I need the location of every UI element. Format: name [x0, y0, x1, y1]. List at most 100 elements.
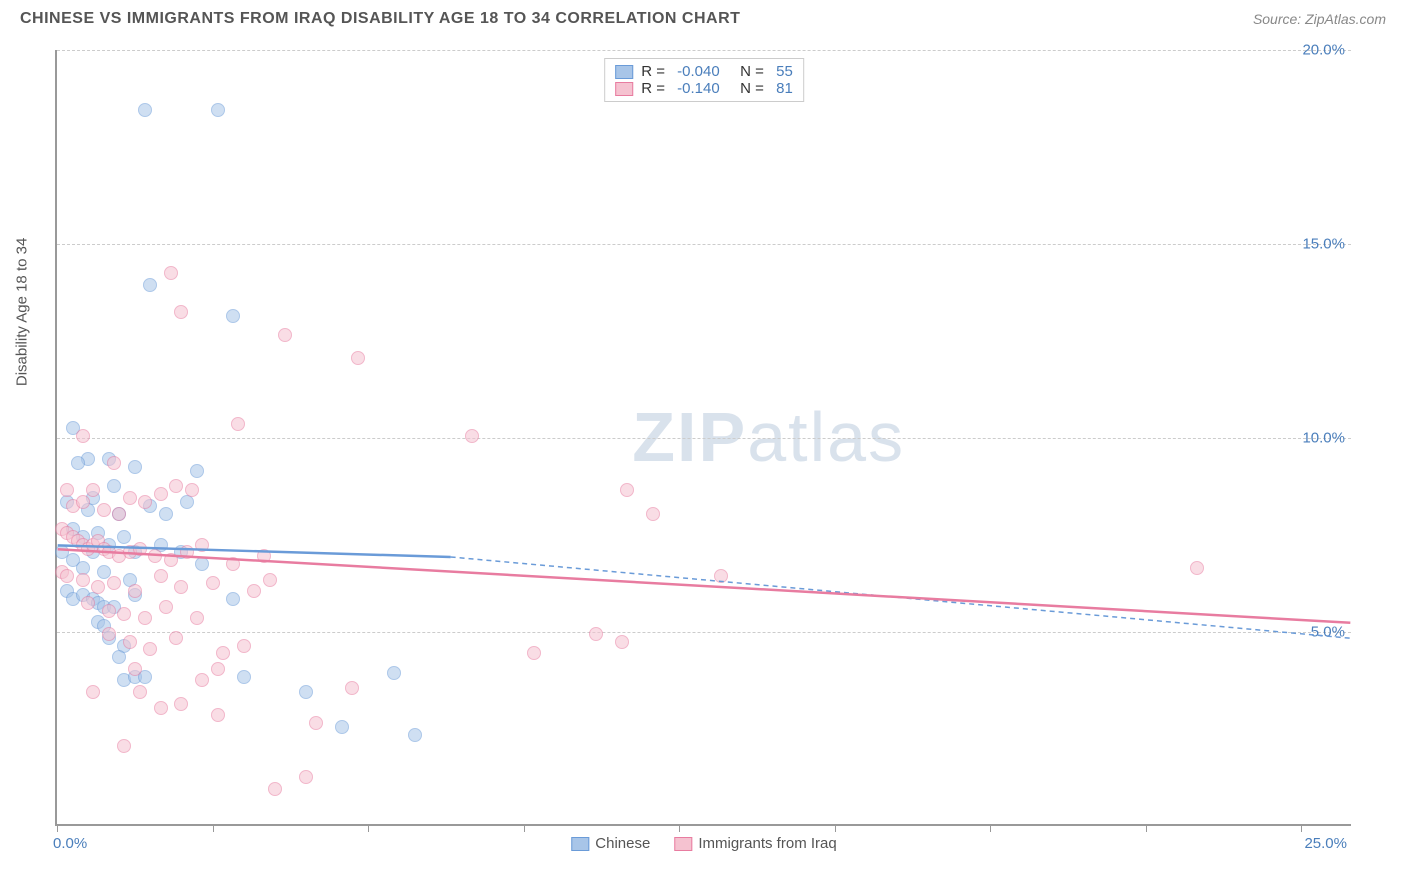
- data-point-iraq: [154, 569, 168, 583]
- gridline: [57, 244, 1351, 245]
- data-point-chinese: [226, 309, 240, 323]
- data-point-iraq: [117, 607, 131, 621]
- source-attribution: Source: ZipAtlas.com: [1253, 11, 1386, 27]
- y-axis-label: 20.0%: [1302, 42, 1345, 59]
- x-tick: [990, 824, 991, 832]
- data-point-iraq: [237, 639, 251, 653]
- data-point-iraq: [465, 429, 479, 443]
- data-point-iraq: [76, 573, 90, 587]
- data-point-iraq: [268, 782, 282, 796]
- data-point-iraq: [76, 495, 90, 509]
- legend-swatch-chinese-bottom: [571, 837, 589, 851]
- watermark: ZIPatlas: [632, 397, 905, 477]
- data-point-iraq: [589, 627, 603, 641]
- data-point-chinese: [112, 650, 126, 664]
- data-point-chinese: [138, 103, 152, 117]
- data-point-iraq: [185, 483, 199, 497]
- data-point-iraq: [714, 569, 728, 583]
- data-point-iraq: [206, 576, 220, 590]
- data-point-iraq: [226, 557, 240, 571]
- data-point-chinese: [195, 557, 209, 571]
- legend-swatch-iraq: [615, 82, 633, 96]
- data-point-chinese: [143, 278, 157, 292]
- data-point-iraq: [169, 631, 183, 645]
- data-point-iraq: [60, 569, 74, 583]
- data-point-chinese: [237, 670, 251, 684]
- data-point-iraq: [107, 456, 121, 470]
- data-point-iraq: [102, 604, 116, 618]
- data-point-iraq: [97, 503, 111, 517]
- stats-row-chinese: R = -0.040 N = 55: [615, 63, 793, 80]
- data-point-chinese: [159, 507, 173, 521]
- data-point-chinese: [335, 720, 349, 734]
- data-point-iraq: [123, 635, 137, 649]
- legend-item-iraq: Immigrants from Iraq: [674, 835, 836, 852]
- data-point-iraq: [107, 576, 121, 590]
- series-legend: Chinese Immigrants from Iraq: [571, 835, 836, 852]
- data-point-iraq: [133, 685, 147, 699]
- data-point-chinese: [408, 728, 422, 742]
- data-point-iraq: [154, 487, 168, 501]
- data-point-iraq: [138, 611, 152, 625]
- x-tick: [213, 824, 214, 832]
- data-point-iraq: [345, 681, 359, 695]
- chart-title: CHINESE VS IMMIGRANTS FROM IRAQ DISABILI…: [20, 10, 740, 28]
- data-point-iraq: [128, 584, 142, 598]
- data-point-iraq: [257, 549, 271, 563]
- x-tick: [835, 824, 836, 832]
- data-point-iraq: [309, 716, 323, 730]
- stats-row-iraq: R = -0.140 N = 81: [615, 80, 793, 97]
- x-tick: [368, 824, 369, 832]
- data-point-iraq: [527, 646, 541, 660]
- legend-item-chinese: Chinese: [571, 835, 650, 852]
- data-point-iraq: [1190, 561, 1204, 575]
- data-point-iraq: [76, 429, 90, 443]
- y-axis-label: 15.0%: [1302, 236, 1345, 253]
- scatter-chart: ZIPatlas Disability Age 18 to 34 R = -0.…: [55, 50, 1351, 826]
- data-point-iraq: [169, 479, 183, 493]
- data-point-iraq: [615, 635, 629, 649]
- data-point-chinese: [107, 479, 121, 493]
- x-tick: [524, 824, 525, 832]
- data-point-iraq: [195, 538, 209, 552]
- data-point-iraq: [112, 507, 126, 521]
- x-axis-label: 25.0%: [1304, 835, 1347, 852]
- data-point-iraq: [159, 600, 173, 614]
- data-point-iraq: [646, 507, 660, 521]
- data-point-iraq: [143, 642, 157, 656]
- legend-swatch-chinese: [615, 65, 633, 79]
- data-point-iraq: [190, 611, 204, 625]
- data-point-iraq: [117, 739, 131, 753]
- data-point-iraq: [81, 596, 95, 610]
- data-point-iraq: [174, 697, 188, 711]
- data-point-iraq: [154, 701, 168, 715]
- data-point-chinese: [299, 685, 313, 699]
- data-point-iraq: [263, 573, 277, 587]
- x-tick: [1301, 824, 1302, 832]
- y-axis-label: 5.0%: [1311, 624, 1345, 641]
- data-point-iraq: [278, 328, 292, 342]
- data-point-iraq: [60, 483, 74, 497]
- data-point-iraq: [351, 351, 365, 365]
- data-point-chinese: [226, 592, 240, 606]
- y-axis-title: Disability Age 18 to 34: [14, 238, 31, 386]
- gridline: [57, 632, 1351, 633]
- data-point-iraq: [128, 662, 142, 676]
- data-point-iraq: [299, 770, 313, 784]
- data-point-iraq: [180, 545, 194, 559]
- legend-swatch-iraq-bottom: [674, 837, 692, 851]
- data-point-iraq: [133, 542, 147, 556]
- regression-lines: [57, 50, 1351, 824]
- data-point-iraq: [247, 584, 261, 598]
- data-point-chinese: [211, 103, 225, 117]
- data-point-chinese: [97, 565, 111, 579]
- y-axis-label: 10.0%: [1302, 430, 1345, 447]
- data-point-chinese: [387, 666, 401, 680]
- x-tick: [57, 824, 58, 832]
- data-point-iraq: [620, 483, 634, 497]
- data-point-iraq: [86, 483, 100, 497]
- stats-legend: R = -0.040 N = 55 R = -0.140 N = 81: [604, 58, 804, 102]
- data-point-chinese: [71, 456, 85, 470]
- data-point-iraq: [86, 685, 100, 699]
- x-axis-label: 0.0%: [53, 835, 87, 852]
